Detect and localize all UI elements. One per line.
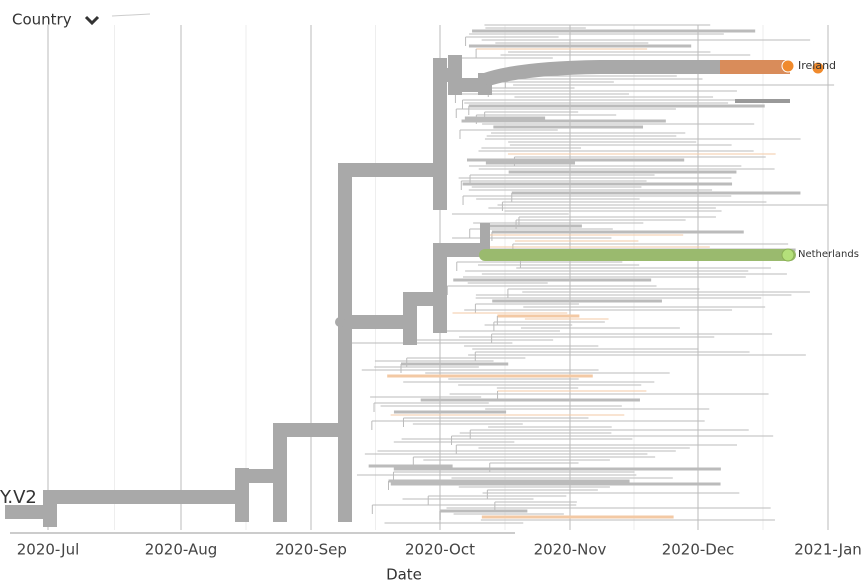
- tick-label: 2020-Jul: [17, 541, 80, 559]
- branch: [440, 55, 492, 95]
- branch: [482, 60, 720, 87]
- axis-ticks: 2020-Jul 2020-Aug 2020-Sep 2020-Oct 2020-Nov…: [17, 541, 862, 559]
- root-label: Y.V2: [0, 487, 37, 508]
- tick-label: 2020-Dec: [662, 541, 735, 559]
- tick-label: 2020-Sep: [275, 541, 347, 559]
- tip[interactable]: [781, 59, 795, 73]
- chevron[interactable]: [84, 15, 100, 26]
- country-selector[interactable]: Country: [12, 11, 72, 29]
- tick-label: 2021-Jan: [794, 541, 862, 559]
- tick-label: 2020-Nov: [534, 541, 607, 559]
- branch: [5, 58, 485, 527]
- tip-label: Ireland: [798, 59, 836, 72]
- thin-branches: [350, 24, 835, 524]
- tick-label: 2020-Oct: [405, 541, 475, 559]
- node: [335, 317, 345, 327]
- tip-label: Netherlands: [798, 249, 859, 260]
- legend-line: [111, 13, 151, 17]
- tick-label: 2020-Aug: [145, 541, 218, 559]
- main-branches: [5, 55, 825, 527]
- tip[interactable]: [781, 248, 795, 262]
- axis-title: Date: [386, 566, 422, 584]
- tip[interactable]: [811, 61, 825, 75]
